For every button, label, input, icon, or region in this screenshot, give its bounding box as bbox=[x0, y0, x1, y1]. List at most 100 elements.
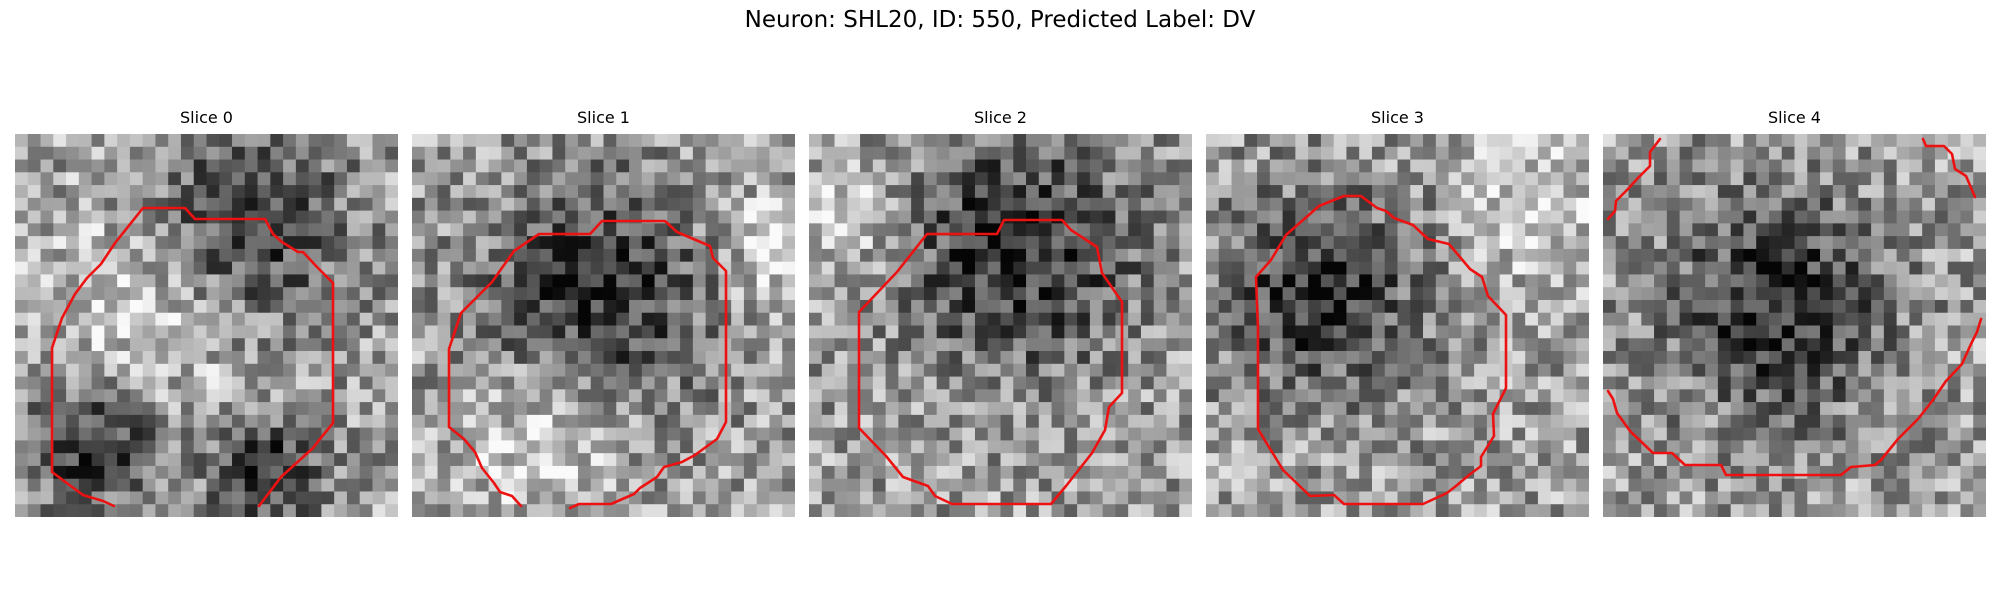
pixel bbox=[974, 351, 989, 365]
pixel bbox=[1934, 287, 1949, 301]
pixel bbox=[1486, 363, 1501, 377]
pixel bbox=[1308, 478, 1322, 492]
pixel bbox=[539, 427, 553, 441]
pixel bbox=[1257, 210, 1271, 224]
pixel bbox=[168, 261, 182, 275]
pixel bbox=[923, 338, 938, 352]
pixel bbox=[385, 363, 398, 377]
pixel bbox=[1563, 223, 1577, 237]
pixel bbox=[526, 159, 541, 173]
pixel bbox=[1166, 312, 1180, 326]
pixel bbox=[526, 338, 541, 352]
pixel bbox=[1320, 465, 1335, 480]
pixel bbox=[974, 376, 989, 390]
pixel bbox=[743, 274, 758, 288]
pixel bbox=[1231, 453, 1245, 467]
pixel bbox=[1666, 376, 1680, 390]
pixel bbox=[680, 223, 694, 237]
pixel bbox=[731, 376, 745, 390]
pixel bbox=[1089, 312, 1104, 326]
pixel bbox=[1654, 185, 1668, 199]
pixel bbox=[1603, 478, 1617, 492]
pixel bbox=[565, 363, 579, 377]
pixel bbox=[603, 299, 617, 314]
pixel bbox=[257, 248, 271, 263]
pixel bbox=[53, 376, 67, 390]
pixel bbox=[40, 402, 54, 416]
pixel bbox=[1883, 376, 1898, 390]
pixel bbox=[117, 197, 131, 211]
pixel bbox=[731, 236, 745, 250]
pixel bbox=[412, 325, 426, 339]
pixel bbox=[1231, 223, 1245, 237]
pixel bbox=[1781, 465, 1795, 480]
pixel bbox=[539, 185, 553, 199]
pixel bbox=[129, 185, 144, 199]
pixel bbox=[949, 248, 963, 263]
pixel bbox=[168, 478, 182, 492]
pixel bbox=[1512, 185, 1526, 199]
pixel bbox=[923, 312, 938, 326]
pixel bbox=[654, 159, 668, 173]
pixel bbox=[705, 185, 719, 199]
pixel bbox=[1807, 312, 1821, 326]
pixel bbox=[692, 338, 707, 352]
pixel bbox=[1666, 465, 1680, 480]
pixel bbox=[1525, 389, 1539, 403]
pixel bbox=[437, 491, 451, 505]
pixel bbox=[1013, 325, 1027, 339]
pixel bbox=[1448, 453, 1462, 467]
pixel bbox=[1922, 159, 1936, 173]
pixel bbox=[91, 389, 105, 403]
pixel bbox=[514, 261, 528, 275]
pixel bbox=[40, 185, 54, 199]
pixel bbox=[1244, 478, 1258, 492]
pixel bbox=[1922, 427, 1936, 441]
pixel bbox=[334, 478, 348, 492]
pixel bbox=[424, 325, 438, 339]
pixel bbox=[1089, 453, 1104, 467]
pixel bbox=[91, 274, 105, 288]
pixel bbox=[1000, 491, 1014, 505]
pixel bbox=[1832, 351, 1846, 365]
pixel bbox=[257, 427, 271, 441]
pixel bbox=[1641, 223, 1655, 237]
pixel bbox=[219, 299, 233, 314]
pixel bbox=[129, 376, 144, 390]
pixel bbox=[769, 236, 783, 250]
pixel bbox=[539, 414, 553, 429]
pixel bbox=[1333, 414, 1347, 429]
pixel bbox=[40, 363, 54, 377]
pixel bbox=[590, 159, 604, 173]
pixel bbox=[974, 299, 989, 314]
slice-panel-1: Slice 1 bbox=[412, 108, 795, 517]
pixel bbox=[1333, 453, 1347, 467]
pixel bbox=[1166, 478, 1180, 492]
pixel bbox=[1871, 504, 1885, 517]
pixel bbox=[898, 185, 912, 199]
pixel bbox=[769, 172, 783, 186]
pixel bbox=[1845, 261, 1859, 275]
pixel bbox=[1743, 389, 1757, 403]
pixel bbox=[641, 427, 655, 441]
pixel bbox=[219, 236, 233, 250]
pixel bbox=[680, 389, 694, 403]
pixel bbox=[1909, 376, 1923, 390]
pixel bbox=[1026, 223, 1040, 237]
pixel bbox=[219, 478, 233, 492]
pixel bbox=[53, 236, 67, 250]
pixel bbox=[1705, 299, 1719, 314]
pixel bbox=[142, 338, 156, 352]
pixel bbox=[552, 236, 566, 250]
pixel bbox=[372, 376, 386, 390]
pixel bbox=[743, 389, 758, 403]
pixel bbox=[1896, 261, 1910, 275]
pixel bbox=[104, 440, 118, 454]
pixel bbox=[1705, 134, 1719, 148]
pixel bbox=[974, 134, 989, 148]
pixel bbox=[1346, 197, 1360, 211]
pixel bbox=[667, 197, 681, 211]
pixel bbox=[1257, 363, 1271, 377]
pixel bbox=[539, 210, 553, 224]
pixel bbox=[1038, 491, 1052, 505]
